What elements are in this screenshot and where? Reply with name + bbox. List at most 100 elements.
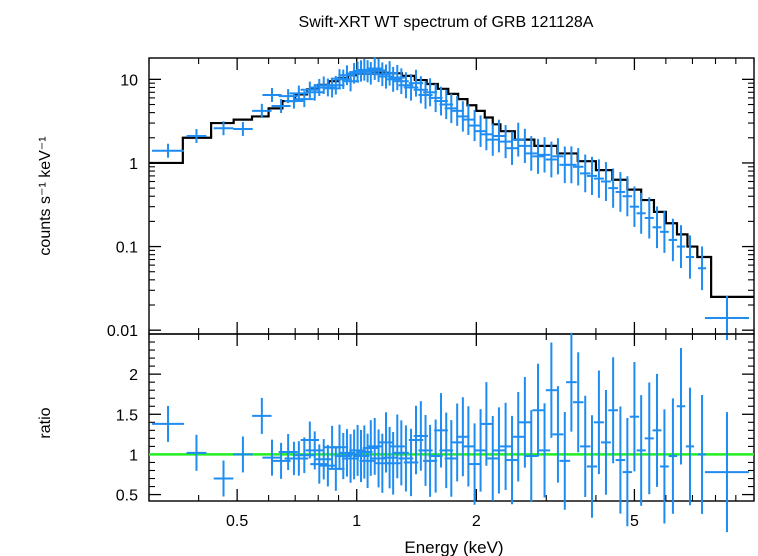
spectrum-data-point — [356, 58, 373, 81]
spectrum-data-point — [444, 93, 459, 124]
ratio-data-point — [356, 425, 373, 479]
ratio-data-point — [152, 405, 185, 442]
ratio-data-point — [644, 382, 654, 495]
spectrum-data-point — [580, 154, 591, 193]
spectrum-data-point — [601, 162, 611, 201]
spectrum-data-point — [342, 71, 360, 92]
spectrum-data-point — [378, 64, 394, 89]
ratio-data-point — [349, 424, 366, 476]
bottom-y-tick-label: 1.5 — [116, 407, 138, 424]
spectrum-data-point — [152, 143, 185, 158]
ratio-data-point — [352, 429, 370, 483]
spectrum-data-point — [668, 218, 678, 262]
bottom-plot-frame — [148, 333, 755, 502]
top-y-tick-label: 0.01 — [107, 323, 138, 340]
spectrum-data-point — [323, 79, 341, 98]
spectrum-data-point — [538, 137, 551, 173]
spectrum-data-point — [345, 63, 363, 84]
bottom-y-tick-label: 2 — [129, 367, 138, 384]
ratio-data-point — [532, 363, 544, 457]
ratio-data-point — [615, 406, 626, 514]
x-tick-label: 0.5 — [226, 513, 248, 530]
bottom-y-tick-label: 1 — [129, 447, 138, 464]
ratio-data-point — [327, 446, 345, 491]
ratio-data-point — [345, 429, 363, 480]
ratio-data-point — [450, 403, 464, 482]
ratio-data-point — [310, 444, 329, 484]
ratio-data-point — [486, 416, 499, 501]
spectrum-data-point — [572, 148, 584, 186]
top-plot-layer: 0.01 0.1 1 10 — [107, 56, 755, 340]
ratio-data-point — [636, 395, 646, 506]
ratio-data-point — [366, 418, 383, 475]
spectrum-data-point — [284, 93, 304, 109]
ratio-data-point — [334, 432, 352, 480]
ratio-data-point — [474, 409, 487, 492]
spectrum-data-point — [450, 95, 464, 126]
spectrum-data-point — [652, 206, 662, 249]
spectrum-data-point — [334, 69, 352, 90]
spectrum-data-point — [685, 235, 695, 279]
ratio-data-point — [608, 357, 619, 464]
spectrum-data-point — [525, 136, 538, 171]
ratio-data-point — [566, 332, 577, 432]
spectrum-data-point — [552, 138, 564, 175]
ratio-data-point — [601, 389, 611, 495]
spectrum-data-point — [370, 58, 387, 83]
spectrum-data-point — [474, 115, 487, 147]
ratio-data-point — [668, 398, 678, 514]
ratio-data-point — [660, 409, 669, 524]
ratio-data-point — [468, 423, 481, 505]
spectrum-data-point — [644, 197, 654, 239]
ratio-data-point — [186, 434, 207, 471]
ratio-data-point — [525, 410, 538, 502]
ratio-data-point — [629, 361, 640, 472]
spectrum-data-point — [186, 129, 207, 144]
top-y-tick-label: 0.1 — [116, 240, 138, 257]
ratio-data-point — [499, 402, 512, 491]
x-tick-label: 1 — [352, 513, 361, 530]
ratio-data-point — [704, 412, 749, 533]
ratio-data-point — [359, 433, 376, 489]
ratio-data-point — [381, 426, 398, 489]
ratio-data-point — [512, 391, 525, 482]
ratio-data-point — [318, 444, 337, 487]
spectrum-data-point — [545, 141, 557, 178]
ratio-data-point — [622, 417, 633, 527]
ratio-data-point — [444, 420, 459, 497]
top-y-tick-label: 1 — [129, 156, 138, 173]
spectrum-data-point — [300, 81, 320, 98]
ratio-data-point — [314, 439, 333, 480]
bottom-y-tick-label: 0.5 — [116, 488, 138, 505]
spectrum-data-point — [456, 101, 470, 132]
spectrum-data-point — [593, 159, 604, 198]
spectrum-data-point — [213, 121, 234, 136]
spectrum-data-point — [660, 210, 669, 253]
spectrum-data-point — [566, 146, 577, 184]
chart-title: Swift-XRT WT spectrum of GRB 121128A — [299, 14, 594, 31]
ratio-data-point — [545, 342, 557, 438]
ratio-data-point — [697, 395, 707, 514]
spectrum-data-point — [295, 91, 314, 108]
spectrum-data-point — [233, 121, 253, 136]
spectrum-data-point — [608, 168, 619, 208]
ratio-data-point — [362, 420, 379, 476]
spectrum-data-point — [697, 246, 707, 291]
spectrum-data-point — [629, 186, 640, 227]
spectrum-data-point — [704, 295, 749, 340]
bottom-y-axis-label: ratio — [37, 407, 54, 438]
ratio-data-point — [461, 406, 475, 487]
spectrum-data-point — [586, 156, 598, 195]
spectrum-data-point — [271, 98, 291, 113]
spectrum-data-point — [499, 125, 512, 159]
ratio-data-point — [456, 397, 470, 477]
x-tick-label: 2 — [472, 513, 481, 530]
ratio-data-point — [685, 387, 695, 506]
spectrum-data-point — [636, 192, 646, 234]
spectrum-data-point — [492, 119, 506, 153]
ratio-data-point — [342, 434, 360, 483]
ratio-data-point — [330, 424, 349, 470]
ratio-data-point — [580, 395, 591, 498]
